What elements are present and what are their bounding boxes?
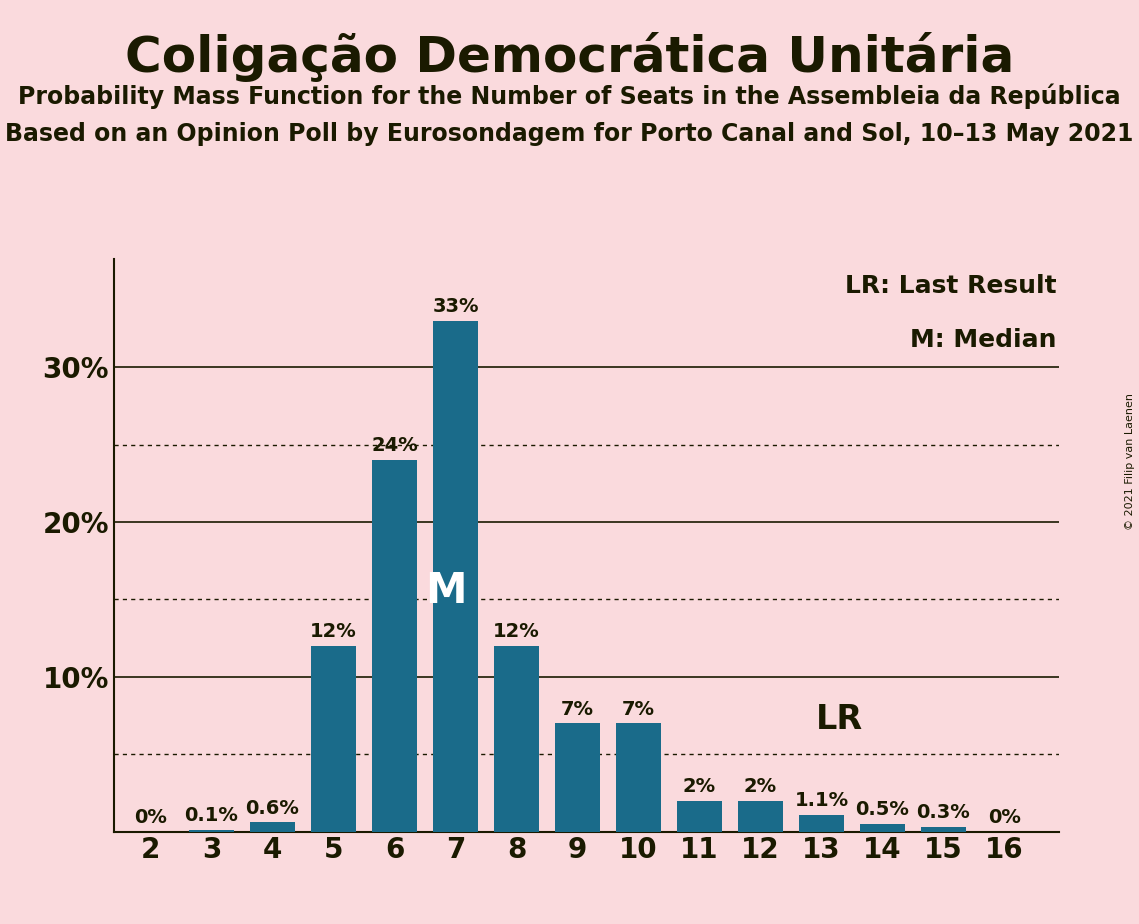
Text: 0.6%: 0.6%	[246, 798, 300, 818]
Bar	[493, 646, 540, 832]
Text: 1.1%: 1.1%	[794, 791, 849, 810]
Text: 0.1%: 0.1%	[185, 807, 238, 825]
Text: Based on an Opinion Poll by Eurosondagem for Porto Canal and Sol, 10–13 May 2021: Based on an Opinion Poll by Eurosondagem…	[6, 122, 1133, 146]
Text: LR: Last Result: LR: Last Result	[845, 274, 1056, 298]
Text: Probability Mass Function for the Number of Seats in the Assembleia da República: Probability Mass Function for the Number…	[18, 83, 1121, 109]
Text: 24%: 24%	[371, 436, 418, 456]
Text: M: M	[426, 570, 467, 613]
Text: LR: LR	[817, 702, 863, 736]
Text: 0%: 0%	[988, 808, 1021, 827]
Bar	[189, 830, 235, 832]
Bar	[860, 824, 906, 832]
Text: 0%: 0%	[134, 808, 167, 827]
Bar	[738, 800, 784, 832]
Text: 7%: 7%	[622, 699, 655, 719]
Bar	[677, 800, 722, 832]
Bar	[555, 723, 600, 832]
Text: 0.3%: 0.3%	[917, 803, 970, 822]
Text: Coligação Democrática Unitária: Coligação Democrática Unitária	[125, 32, 1014, 82]
Bar	[798, 815, 844, 832]
Bar	[249, 822, 295, 832]
Bar	[433, 321, 478, 832]
Bar	[311, 646, 357, 832]
Text: 2%: 2%	[683, 777, 716, 796]
Text: 7%: 7%	[560, 699, 593, 719]
Text: 0.5%: 0.5%	[855, 800, 909, 820]
Bar	[615, 723, 662, 832]
Text: 12%: 12%	[493, 622, 540, 641]
Text: 2%: 2%	[744, 777, 777, 796]
Bar	[920, 827, 966, 832]
Bar	[371, 460, 417, 832]
Text: 33%: 33%	[432, 297, 478, 316]
Text: 12%: 12%	[310, 622, 357, 641]
Text: © 2021 Filip van Laenen: © 2021 Filip van Laenen	[1125, 394, 1134, 530]
Text: M: Median: M: Median	[910, 328, 1056, 352]
